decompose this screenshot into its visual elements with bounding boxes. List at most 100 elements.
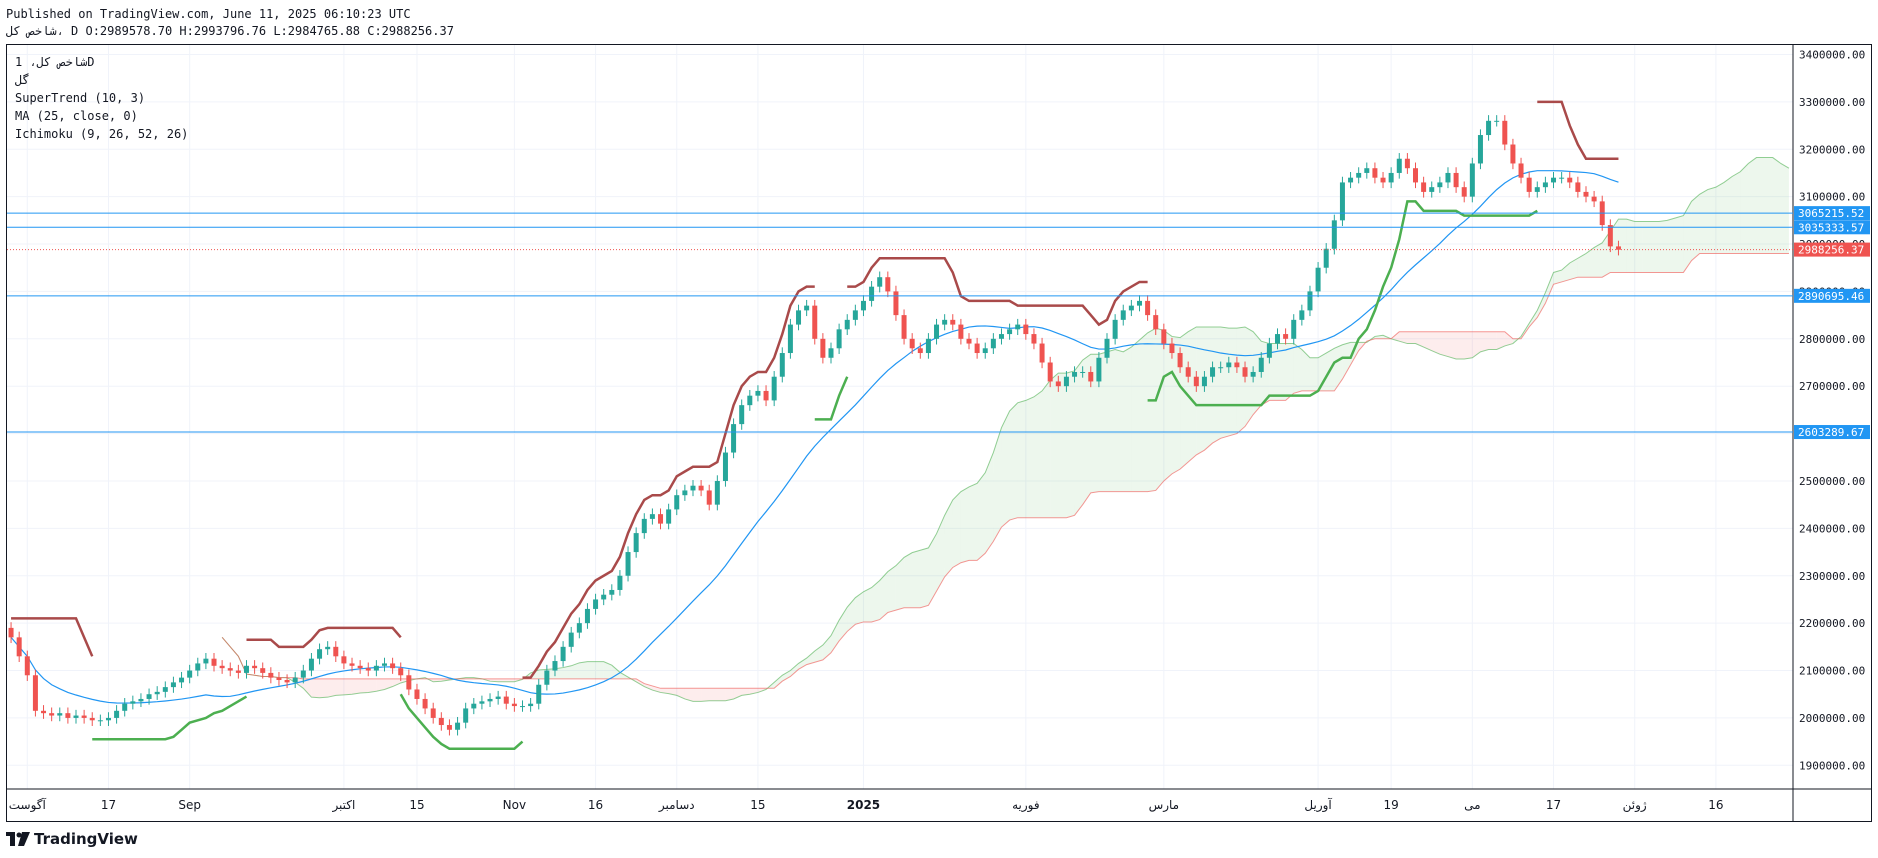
candle-body: [203, 658, 209, 664]
ichimoku-cloud-segment: [1561, 262, 1570, 282]
ichimoku-cloud-segment: [904, 552, 913, 608]
candle-body: [812, 305, 818, 339]
ma-line: [10, 170, 1619, 704]
candle-body: [576, 623, 582, 633]
ichimoku-cloud-segment: [684, 688, 693, 702]
ichimoku-cloud-segment: [1537, 292, 1546, 318]
legend-ma[interactable]: MA (25, close, 0): [15, 109, 138, 123]
supertrend-up-line: [1147, 200, 1538, 407]
candle-body: [909, 338, 915, 349]
ichimoku-cloud-segment: [1447, 331, 1457, 359]
ichimoku-cloud-segment: [498, 678, 507, 682]
candle-body: [138, 698, 144, 702]
candle-body: [89, 717, 95, 721]
candle-body: [1469, 163, 1475, 197]
y-tick-label: 2500000.00: [1799, 475, 1865, 488]
ichimoku-cloud-segment: [782, 670, 791, 682]
candle-body: [162, 687, 168, 692]
candle-body: [235, 670, 241, 673]
candle-body: [1218, 367, 1224, 369]
ichimoku-cloud-segment: [327, 678, 336, 698]
legend-symbol[interactable]: شاخص کل، 1D: [15, 55, 95, 69]
ichimoku-cloud-segment: [993, 427, 1002, 542]
ichimoku-cloud-segment: [1090, 354, 1099, 493]
ichimoku-cloud-segment: [360, 678, 369, 694]
tradingview-brand[interactable]: TradingView: [6, 830, 138, 848]
candle-body: [252, 665, 258, 669]
candle-body: [1404, 158, 1410, 169]
y-tick-label: 2400000.00: [1799, 522, 1865, 535]
ichimoku-cloud-segment: [1423, 331, 1432, 351]
price-chart[interactable]: 1900000.00 2000000.00 2100000.00 2200000.00…: [7, 45, 1871, 821]
candle-body: [179, 677, 185, 683]
ichimoku-cloud-segment: [1277, 343, 1286, 401]
candle-body: [1242, 367, 1248, 377]
ichimoku-cloud-segment: [1756, 157, 1765, 254]
x-tick-label: آگوست: [9, 797, 47, 813]
ichimoku-cloud-segment: [1675, 215, 1684, 273]
candle-body: [958, 324, 964, 339]
ichimoku-cloud-segment: [343, 678, 353, 695]
x-tick-label: 15: [409, 798, 424, 812]
candle-body: [690, 485, 696, 491]
candle-body: [1380, 177, 1386, 183]
ichimoku-cloud-segment: [1780, 163, 1789, 254]
candle-body: [243, 665, 249, 673]
ichimoku-cloud-segment: [376, 678, 385, 692]
candle-body: [227, 668, 233, 671]
candle-body: [292, 677, 298, 683]
candle-body: [187, 670, 193, 678]
candle-body: [1445, 172, 1451, 183]
candle-body: [625, 552, 631, 576]
level-price-label: 3065215.52: [1798, 207, 1864, 220]
candle-body: [1234, 362, 1240, 368]
ichimoku-cloud-segment: [1009, 402, 1018, 521]
candle-body: [438, 717, 444, 726]
legend-ichimoku[interactable]: Ichimoku (9, 26, 52, 26): [15, 127, 189, 141]
x-tick-label: مارس: [1149, 798, 1180, 813]
candle-body: [284, 680, 290, 683]
candle-body: [1518, 163, 1524, 178]
ichimoku-cloud-segment: [319, 678, 328, 698]
chart-legend: شاخص کل، 1D گل SuperTrend (10, 3) MA (25…: [15, 53, 188, 143]
ichimoku-cloud-segment: [1285, 343, 1294, 401]
candle-body: [381, 663, 387, 666]
candle-body: [1615, 246, 1621, 250]
legend-supertrend[interactable]: SuperTrend (10, 3): [15, 91, 146, 105]
candle-body: [97, 720, 103, 722]
ichimoku-cloud-segment: [579, 661, 588, 679]
ichimoku-cloud-segment: [1496, 331, 1505, 350]
candle-body: [755, 390, 761, 396]
candle-body: [860, 300, 866, 311]
candle-body: [1307, 291, 1313, 311]
candle-body: [658, 514, 664, 524]
candle-body: [544, 670, 550, 685]
ichimoku-cloud-segment: [1772, 157, 1781, 254]
candle-body: [649, 514, 655, 519]
candle-body: [260, 668, 266, 673]
ichimoku-cloud-segment: [969, 483, 978, 561]
x-tick-label: Nov: [503, 798, 526, 812]
candle-body: [81, 715, 87, 718]
ichimoku-cloud-segment: [1407, 331, 1416, 344]
candle-body: [1193, 376, 1199, 387]
candle-body: [24, 656, 30, 676]
candle-body: [422, 698, 428, 709]
x-tick-label: Sep: [178, 798, 201, 812]
supertrend-down-line: [11, 617, 94, 657]
ichimoku-cloud-segment: [1131, 339, 1140, 492]
ichimoku-cloud-segment: [1399, 331, 1408, 344]
candle-body: [1185, 367, 1191, 377]
candle-body: [114, 710, 120, 718]
level-price-badge: [1794, 206, 1870, 221]
supertrend-up-line: [814, 376, 849, 421]
candle-body: [1510, 144, 1516, 164]
level-price-badge: [1794, 220, 1870, 235]
candle-body: [471, 703, 477, 709]
candle-body: [617, 575, 623, 590]
ichimoku-cloud-segment: [636, 678, 645, 687]
candle-body: [869, 286, 875, 301]
candle-body: [1453, 172, 1459, 188]
candle-body: [1534, 187, 1540, 192]
candle-body: [552, 661, 558, 671]
